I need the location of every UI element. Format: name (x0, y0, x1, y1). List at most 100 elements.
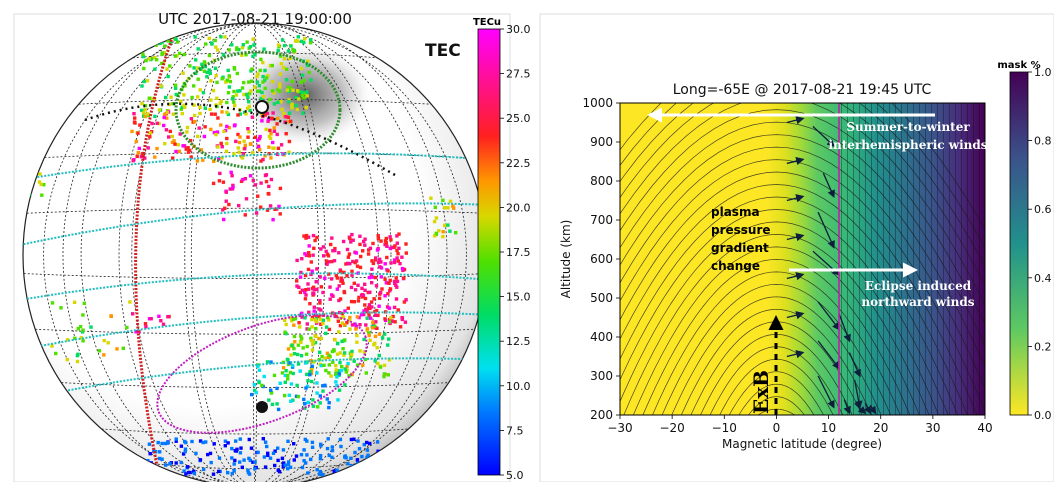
tec-point (243, 213, 247, 217)
tec-point (212, 442, 216, 446)
x-tick-label: 0 (773, 421, 781, 435)
tec-point (233, 458, 237, 463)
tec-point (158, 41, 162, 46)
tec-point (201, 90, 206, 95)
tec-point (227, 85, 232, 89)
tec-point (363, 237, 367, 241)
tec-point (363, 282, 367, 286)
tec-point (367, 275, 372, 280)
tec-point (371, 261, 376, 266)
tec-point (334, 364, 338, 368)
tec-point (314, 334, 318, 338)
tec-point (202, 467, 206, 472)
tec-point (97, 349, 102, 353)
meridian (23, 23, 467, 486)
tec-point (237, 47, 241, 52)
wind-arrow (786, 157, 805, 166)
tec-point (59, 306, 63, 310)
tec-point (248, 174, 253, 178)
field-line (620, 103, 985, 249)
tec-point (81, 339, 85, 343)
tec-colorbar-tick-label: 15.0 (506, 291, 531, 304)
tec-point (310, 445, 315, 449)
tec-point (397, 246, 401, 250)
tec-point (152, 449, 156, 453)
x-tick-label: 30 (925, 421, 940, 435)
tec-point (263, 113, 267, 117)
tec-point (276, 116, 280, 121)
tec-colorbar: TECu 30.0 27.5 25.0 22.5 20.0 17.5 15.0 12.5 10.… (473, 17, 531, 482)
tec-point (377, 458, 381, 462)
tec-point (263, 465, 268, 469)
tec-point (343, 338, 347, 342)
tec-point (212, 159, 216, 163)
tec-point (308, 370, 312, 374)
tec-point (232, 468, 236, 473)
tec-point (361, 363, 365, 367)
tec-point (266, 191, 270, 196)
tec-point (271, 140, 275, 145)
tec-point (253, 460, 257, 464)
tec-point (300, 311, 304, 315)
tec-point (254, 390, 258, 395)
tec-point (183, 105, 187, 109)
tec-point (344, 456, 348, 460)
tec-point (292, 346, 296, 351)
tec-point (163, 44, 167, 48)
tec-point (343, 383, 347, 387)
x-tick-label: −20 (659, 421, 684, 435)
tec-point (296, 352, 300, 357)
tec-point (102, 353, 106, 357)
tec-point (287, 150, 291, 154)
tec-point (223, 35, 227, 39)
tec-point (389, 316, 393, 320)
tec-point (256, 138, 260, 142)
tec-point (362, 239, 366, 244)
tec-point (346, 361, 350, 366)
tec-point (79, 336, 84, 340)
tec-point (253, 467, 257, 471)
tec-point (321, 290, 325, 295)
tec-point (213, 112, 217, 116)
tec-point (392, 305, 397, 310)
tec-point (169, 95, 173, 99)
field-line (620, 146, 985, 390)
tec-point (356, 461, 360, 465)
tec-point (263, 440, 268, 444)
tec-point (327, 371, 331, 375)
tec-point (291, 47, 295, 52)
wind-arrow (838, 313, 851, 343)
tec-point (329, 374, 333, 378)
tec-point (317, 336, 321, 341)
tec-point (219, 123, 223, 127)
tec-point (246, 127, 250, 131)
tec-point (379, 459, 384, 463)
wind-arrow (843, 399, 851, 415)
tec-point (207, 68, 211, 72)
tec-point (373, 334, 378, 339)
tec-point (169, 41, 173, 45)
tec-point (310, 440, 315, 445)
tec-point (291, 363, 295, 368)
tec-point (357, 295, 361, 300)
tec-point (286, 49, 291, 53)
tec-point (144, 325, 148, 329)
tec-point (303, 406, 307, 410)
tec-point (309, 457, 313, 462)
field-line (748, 396, 805, 415)
tec-point (240, 86, 245, 90)
tec-point (280, 107, 284, 112)
tec-point (363, 303, 367, 307)
tec-point (347, 374, 351, 378)
tec-point (235, 47, 239, 52)
tec-point (387, 337, 391, 341)
tec-point (350, 349, 354, 354)
tec-point (286, 85, 291, 90)
tec-point (392, 245, 396, 250)
tec-point (368, 290, 372, 294)
tec-point (268, 64, 273, 68)
tec-point (256, 194, 260, 198)
tec-point (303, 290, 307, 295)
tec-point (303, 361, 308, 365)
